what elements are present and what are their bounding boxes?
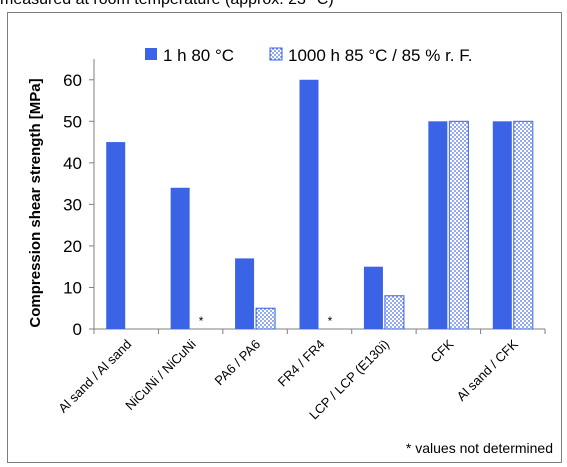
y-tick-label: 60 [63, 71, 82, 90]
x-tick-label: NiCuNi / NiCuNi [122, 336, 199, 413]
y-axis-label: Compression shear strength [MPa] [27, 78, 44, 327]
y-tick-label: 0 [73, 320, 82, 339]
bar-1h-80c [299, 79, 319, 330]
bar-1000h-85c [513, 120, 534, 330]
x-tick-label: CFK [427, 336, 456, 365]
bar-1000h-85c [384, 295, 405, 330]
not-determined-marker: * [328, 314, 333, 328]
x-tick-label: Al sand / CFK [454, 336, 522, 404]
legend-label: 1 h 80 °C [163, 46, 234, 65]
y-tick-label: 30 [63, 195, 82, 214]
bar-1h-80c [492, 121, 512, 329]
y-tick-label: 20 [63, 237, 82, 256]
bar-1h-80c [235, 258, 255, 329]
legend-swatch [269, 47, 283, 61]
y-tick-label: 50 [63, 112, 82, 131]
bar-1h-80c [363, 266, 383, 329]
annotations: * * [199, 314, 333, 328]
legend-label: 1000 h 85 °C / 85 % r. F. [288, 46, 472, 65]
bar-1h-80c [170, 187, 190, 329]
legend: 1 h 80 °C 1000 h 85 °C / 85 % r. F. [145, 46, 472, 65]
x-tick-label: PA6 / PA6 [212, 337, 264, 389]
bars [106, 79, 534, 330]
x-tick-label: FR4 / FR4 [275, 337, 328, 390]
y-tick-label: 10 [63, 278, 82, 297]
not-determined-marker: * [199, 314, 204, 328]
chart-frame [7, 12, 562, 463]
bar-1000h-85c [448, 120, 469, 330]
bar-1h-80c [428, 121, 448, 329]
y-axis: 0 10 20 30 40 50 60 [63, 59, 95, 339]
y-tick-label: 40 [63, 154, 82, 173]
legend-swatch [145, 48, 157, 60]
footnote: * values not determined [405, 440, 553, 456]
bar-1h-80c [106, 142, 126, 329]
bar-1000h-85c [255, 307, 276, 330]
figure-caption: measured at room temperature (approx. 23… [0, 0, 567, 11]
